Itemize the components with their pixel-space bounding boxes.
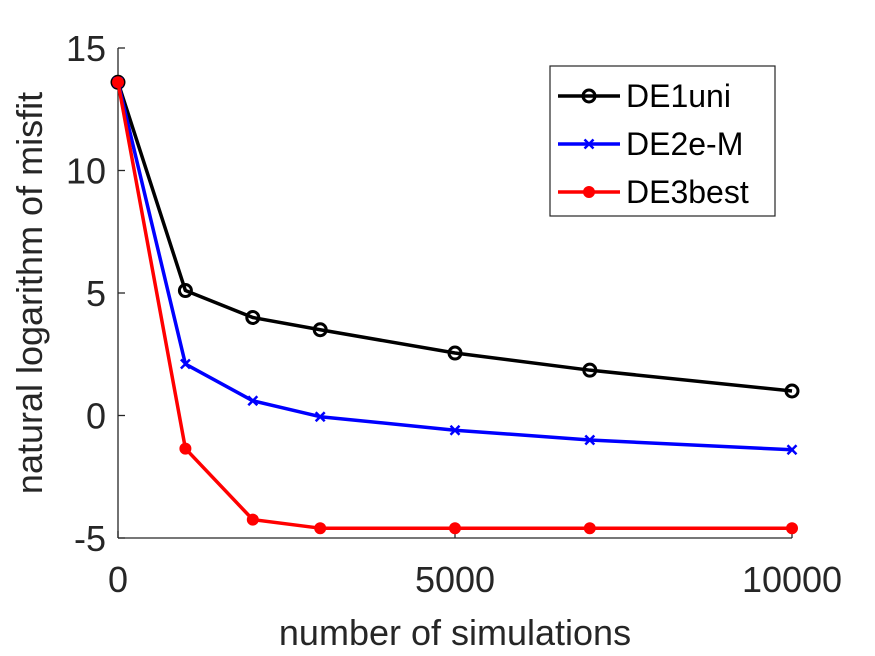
data-point xyxy=(786,522,798,535)
data-point xyxy=(583,522,596,535)
series-DE3best xyxy=(112,76,798,535)
legend-entry: DE3best xyxy=(558,174,749,210)
y-axis-label: natural logarithm of misfit xyxy=(9,92,50,494)
data-point xyxy=(179,442,192,455)
legend-label: DE1uni xyxy=(626,78,731,114)
data-point xyxy=(312,322,328,338)
data-point xyxy=(449,522,461,535)
x-ticks: 0 5000 10000 xyxy=(108,531,842,600)
legend-marker xyxy=(583,138,595,150)
x-axis-label: number of simulations xyxy=(279,612,631,653)
y-tick-label: 10 xyxy=(66,151,106,192)
series-line xyxy=(116,81,793,393)
y-tick-label: 0 xyxy=(86,396,106,437)
data-point xyxy=(247,395,259,407)
x-tick-label: 5000 xyxy=(415,559,495,600)
legend-marker xyxy=(583,186,595,198)
data-point xyxy=(246,513,259,526)
data-point xyxy=(582,362,598,378)
data-point xyxy=(314,411,326,423)
legend-entry: DE2e-M xyxy=(558,126,743,162)
y-tick-label: 5 xyxy=(86,273,106,314)
data-point xyxy=(449,424,461,436)
y-tick-label: -5 xyxy=(74,518,106,559)
data-point xyxy=(784,383,800,399)
legend-entry: DE1uni xyxy=(558,78,731,114)
legend-label: DE3best xyxy=(626,174,749,210)
x-tick-label: 0 xyxy=(108,559,128,600)
data-point xyxy=(584,434,596,446)
data-point xyxy=(177,283,193,299)
data-point xyxy=(447,345,463,361)
data-point xyxy=(786,444,798,456)
series-layer xyxy=(110,74,800,535)
y-ticks: -5 0 5 10 15 xyxy=(66,28,125,559)
data-point xyxy=(112,76,124,89)
data-point xyxy=(314,522,327,535)
x-tick-label: 10000 xyxy=(742,559,842,600)
legend-label: DE2e-M xyxy=(626,126,743,162)
data-point xyxy=(180,358,191,370)
legend-marker xyxy=(581,88,597,104)
y-tick-label: 15 xyxy=(66,28,106,69)
data-point xyxy=(245,310,261,325)
legend: DE1uni DE2e-M DE3best xyxy=(549,65,776,217)
